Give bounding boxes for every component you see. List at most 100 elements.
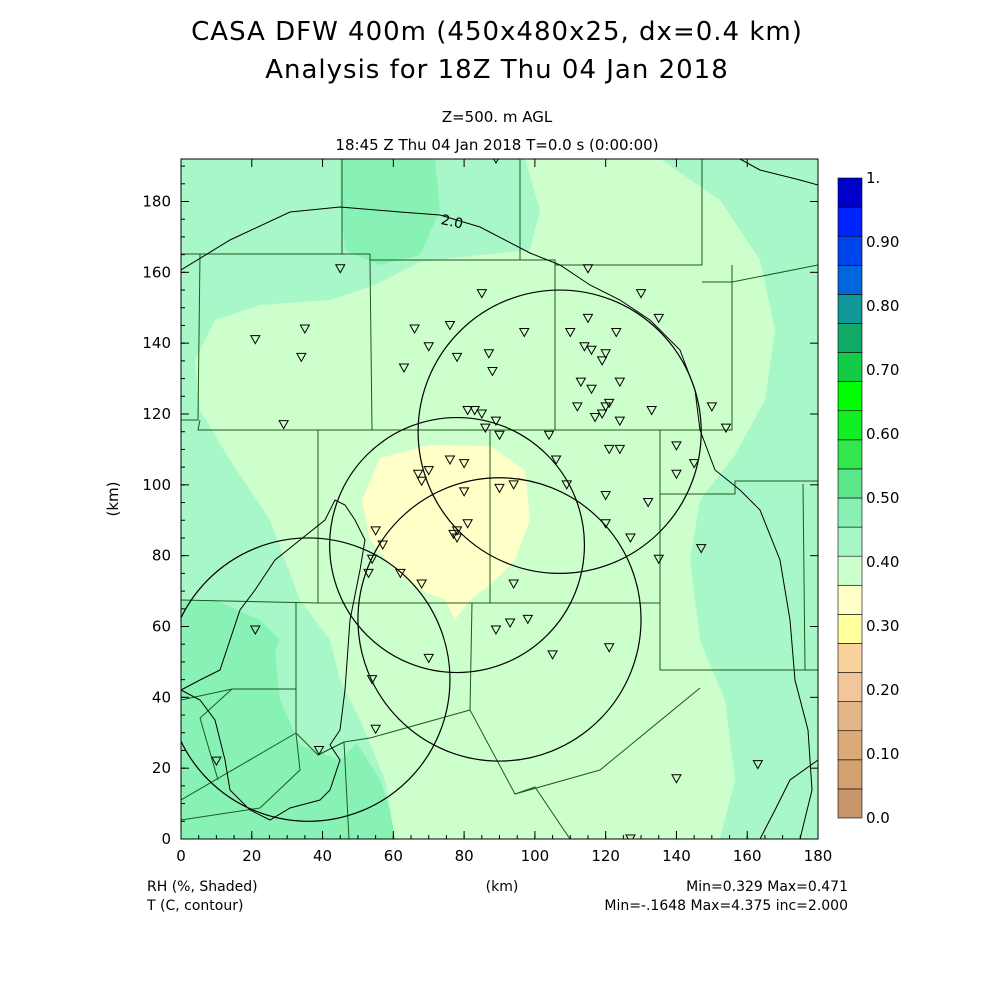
level-label: Z=500. m AGL: [442, 108, 553, 126]
station-marker: [508, 579, 520, 590]
station-marker: [589, 413, 601, 423]
colorbar-swatch: [837, 614, 863, 644]
station-marker: [299, 324, 311, 335]
station-marker: [479, 423, 491, 434]
station-marker: [490, 416, 502, 427]
colorbar-swatch: [837, 468, 863, 499]
station-marker: [600, 519, 612, 529]
colorbar-swatch: [837, 701, 863, 732]
colorbar-swatch: [837, 410, 863, 441]
station-marker: [600, 402, 612, 412]
chart-title-line2: Analysis for 18Z Thu 04 Jan 2018: [265, 55, 729, 85]
radar-ring-2: [417, 289, 702, 574]
station-marker: [596, 356, 608, 366]
y-axis-label: (km): [104, 481, 122, 516]
y-tick-label: 120: [142, 405, 171, 423]
colorbar-swatch: [837, 381, 863, 412]
x-tick-label: 0: [176, 847, 186, 865]
station-marker: [671, 441, 682, 451]
station-marker: [451, 533, 463, 543]
station-marker: [363, 568, 374, 579]
station-marker: [211, 756, 222, 767]
station-marker: [278, 420, 289, 430]
colorbar-label: 0.50: [866, 489, 899, 507]
station-marker: [395, 568, 406, 579]
station-marker: [543, 430, 555, 441]
station-marker: [518, 328, 530, 338]
x-tick-label: 100: [521, 847, 550, 865]
x-tick-label: 160: [733, 847, 762, 865]
station-marker: [695, 544, 707, 554]
station-marker: [752, 760, 764, 770]
y-tick-label: 180: [142, 193, 171, 211]
station-marker: [600, 349, 612, 359]
y-tick-label: 80: [152, 547, 171, 565]
station-marker: [508, 480, 520, 490]
colorbar-swatch: [837, 584, 863, 615]
station-marker: [416, 579, 427, 590]
colorbar-swatch: [837, 643, 863, 673]
colorbar-swatch: [837, 555, 863, 586]
station-marker: [458, 487, 470, 497]
y-tick-label: 60: [152, 618, 171, 636]
colorbar-label: 0.80: [866, 297, 899, 315]
station-marker: [561, 480, 573, 490]
station-marker: [564, 328, 576, 338]
colorbar-swatch: [837, 788, 863, 819]
colorbar-label: 0.0: [866, 809, 890, 827]
colorbar: 0.0 0.10 0.20 0.30 0.40 0.50 0.60 0.70 0.80 0.90 1…: [837, 169, 899, 827]
rh-contour-region-high-northwest: [340, 159, 440, 265]
plot-area: 2.0: [181, 159, 818, 839]
station-marker: [370, 724, 381, 735]
x-tick-label: 120: [591, 847, 620, 865]
station-marker: [579, 342, 590, 352]
field2-label: T (C, contour): [146, 898, 243, 914]
station-marker: [504, 618, 516, 628]
station-marker: [603, 398, 615, 409]
region-boundaries: [181, 159, 818, 839]
colorbar-swatch: [837, 177, 863, 208]
colorbar-label: 0.60: [866, 425, 899, 443]
station-marker: [469, 405, 481, 416]
y-tick-label: 40: [152, 688, 171, 706]
station-marker: [596, 409, 608, 420]
station-marker: [412, 469, 424, 480]
station-marker: [671, 774, 682, 784]
station-marker: [494, 430, 505, 441]
colorbar-label: 0.10: [866, 745, 899, 763]
y-tick-label: 100: [142, 476, 171, 494]
station-marker: [625, 834, 636, 839]
station-marker: [610, 328, 622, 338]
station-marker: [490, 625, 502, 636]
station-marker: [635, 289, 647, 299]
station-marker: [249, 335, 261, 345]
station-marker: [451, 352, 463, 363]
colorbar-label: 0.30: [866, 617, 899, 635]
station-marker: [494, 483, 505, 494]
station-marker: [550, 455, 562, 466]
x-axis-label: (km): [486, 879, 519, 895]
field1-stats: Min=0.329 Max=0.471: [686, 879, 848, 895]
radar-ring-3: [357, 477, 642, 762]
station-marker: [706, 402, 718, 412]
station-marker: [720, 423, 732, 434]
station-marker: [586, 345, 597, 356]
axis-ticks: 0 20 40 60 80 100 120 140 160 180 0 20 40 60 80 100 120 1…: [142, 159, 832, 865]
colorbar-swatch: [837, 730, 863, 761]
station-marker: [476, 289, 488, 299]
station-marker: [476, 409, 488, 420]
station-marker: [653, 554, 665, 565]
station-marker: [600, 490, 612, 501]
station-marker: [646, 405, 658, 416]
field2-stats: Min=-.1648 Max=4.375 inc=2.000: [604, 898, 848, 914]
colorbar-swatch: [837, 526, 863, 557]
station-marker: [444, 455, 456, 466]
station-marker: [370, 526, 381, 536]
colorbar-swatch: [837, 206, 863, 237]
chart-title-line1: CASA DFW 400m (450x480x25, dx=0.4 km): [191, 17, 803, 47]
station-marker: [582, 264, 594, 274]
colorbar-label: 0.90: [866, 233, 899, 251]
colorbar-label: 0.40: [866, 553, 899, 571]
station-marker: [614, 416, 626, 427]
